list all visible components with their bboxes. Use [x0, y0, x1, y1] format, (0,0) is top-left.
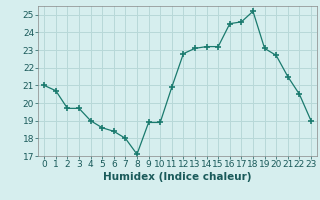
X-axis label: Humidex (Indice chaleur): Humidex (Indice chaleur) [103, 172, 252, 182]
